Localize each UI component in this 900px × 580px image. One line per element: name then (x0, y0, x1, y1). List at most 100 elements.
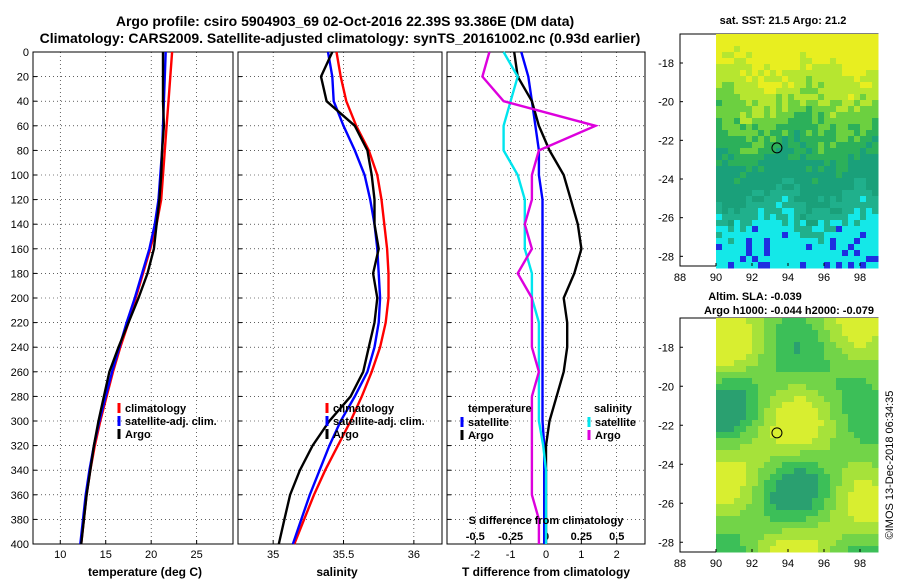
heatmap-cell (872, 220, 879, 227)
heatmap-cell (752, 432, 759, 439)
heatmap-cell (758, 486, 765, 493)
heatmap-cell (752, 76, 759, 83)
heatmap-cell (800, 528, 807, 535)
heatmap-cell (770, 196, 777, 203)
heatmap-cell (812, 106, 819, 113)
heatmap-cell (872, 208, 879, 215)
heatmap-cell (722, 220, 729, 227)
heatmap-cell (776, 154, 783, 161)
heatmap-cell (812, 510, 819, 517)
heatmap-cell (830, 142, 837, 149)
heatmap-cell (728, 82, 735, 89)
heatmap-cell (782, 190, 789, 197)
heatmap-cell (752, 118, 759, 125)
heatmap-cell (818, 540, 825, 547)
heatmap-cell (824, 142, 831, 149)
heatmap-cell (734, 516, 741, 523)
heatmap-cell (728, 384, 735, 391)
heatmap-cell (842, 256, 849, 263)
heatmap-cell (740, 262, 747, 269)
heatmap-cell (866, 372, 873, 379)
heatmap-cell (728, 226, 735, 233)
heatmap-cell (848, 148, 855, 155)
heatmap-cell (734, 492, 741, 499)
heatmap-cell (848, 238, 855, 245)
heatmap-cell (758, 256, 765, 263)
heatmap-cell (854, 178, 861, 185)
heatmap-cell (800, 468, 807, 475)
heatmap-cell (848, 456, 855, 463)
heatmap-cell (836, 52, 843, 59)
heatmap-cell (782, 124, 789, 131)
heatmap-cell (860, 366, 867, 373)
heatmap-cell (872, 522, 879, 529)
heatmap-cell (770, 372, 777, 379)
heatmap-cell (788, 408, 795, 415)
heatmap-cell (728, 190, 735, 197)
heatmap-cell (776, 166, 783, 173)
top-x-tick-label: -0.5 (466, 531, 485, 543)
heatmap-cell (776, 366, 783, 373)
heatmap-cell (842, 64, 849, 71)
heatmap-cell (788, 214, 795, 221)
heatmap-cell (824, 414, 831, 421)
heatmap-cell (794, 58, 801, 65)
heatmap-cell (842, 244, 849, 251)
heatmap-cell (866, 384, 873, 391)
heatmap-cell (728, 438, 735, 445)
heatmap-cell (782, 420, 789, 427)
heatmap-cell (842, 402, 849, 409)
heatmap-cell (764, 474, 771, 481)
heatmap-cell (740, 402, 747, 409)
heatmap-cell (776, 238, 783, 245)
heatmap-cell (800, 142, 807, 149)
heatmap-cell (866, 360, 873, 367)
heatmap-cell (728, 220, 735, 227)
heatmap-cell (854, 324, 861, 331)
heatmap-cell (818, 492, 825, 499)
heatmap-cell (872, 378, 879, 385)
heatmap-cell (860, 88, 867, 95)
heatmap-cell (872, 384, 879, 391)
heatmap-cells (716, 34, 879, 269)
heatmap-cell (818, 226, 825, 233)
heatmap-cell (752, 360, 759, 367)
heatmap-cell (752, 330, 759, 337)
heatmap-cell (734, 94, 741, 101)
heatmap-cell (812, 354, 819, 361)
heatmap-cell (812, 444, 819, 451)
heatmap-cell (740, 486, 747, 493)
heatmap-cell (728, 396, 735, 403)
difference-xlabel: T difference from climatology (462, 565, 630, 579)
heatmap-cell (842, 432, 849, 439)
argo-position-marker (771, 427, 783, 439)
heatmap-cell (800, 522, 807, 529)
heatmap-cell (830, 232, 837, 239)
heatmap-cell (782, 58, 789, 65)
heatmap-cell (854, 232, 861, 239)
heatmap-cell (818, 336, 825, 343)
heatmap-cell (740, 426, 747, 433)
heatmap-cell (806, 492, 813, 499)
heatmap-cell (716, 64, 723, 71)
heatmap-cell (848, 384, 855, 391)
x-tick-label: -2 (470, 549, 480, 561)
heatmap-cell (866, 262, 873, 269)
heatmap-cell (872, 480, 879, 487)
heatmap-cell (794, 250, 801, 257)
heatmap-cell (740, 64, 747, 71)
heatmap-cell (800, 124, 807, 131)
heatmap-cell (782, 372, 789, 379)
heatmap-cell (812, 184, 819, 191)
heatmap-cell (848, 372, 855, 379)
heatmap-cell (752, 450, 759, 457)
heatmap-cell (728, 450, 735, 457)
heatmap-cell (728, 504, 735, 511)
heatmap-cell (818, 414, 825, 421)
heatmap-cell (824, 426, 831, 433)
heatmap-cell (854, 414, 861, 421)
heatmap-cell (776, 450, 783, 457)
heatmap-cell (782, 336, 789, 343)
heatmap-cell (800, 330, 807, 337)
heatmap-cell (716, 354, 723, 361)
